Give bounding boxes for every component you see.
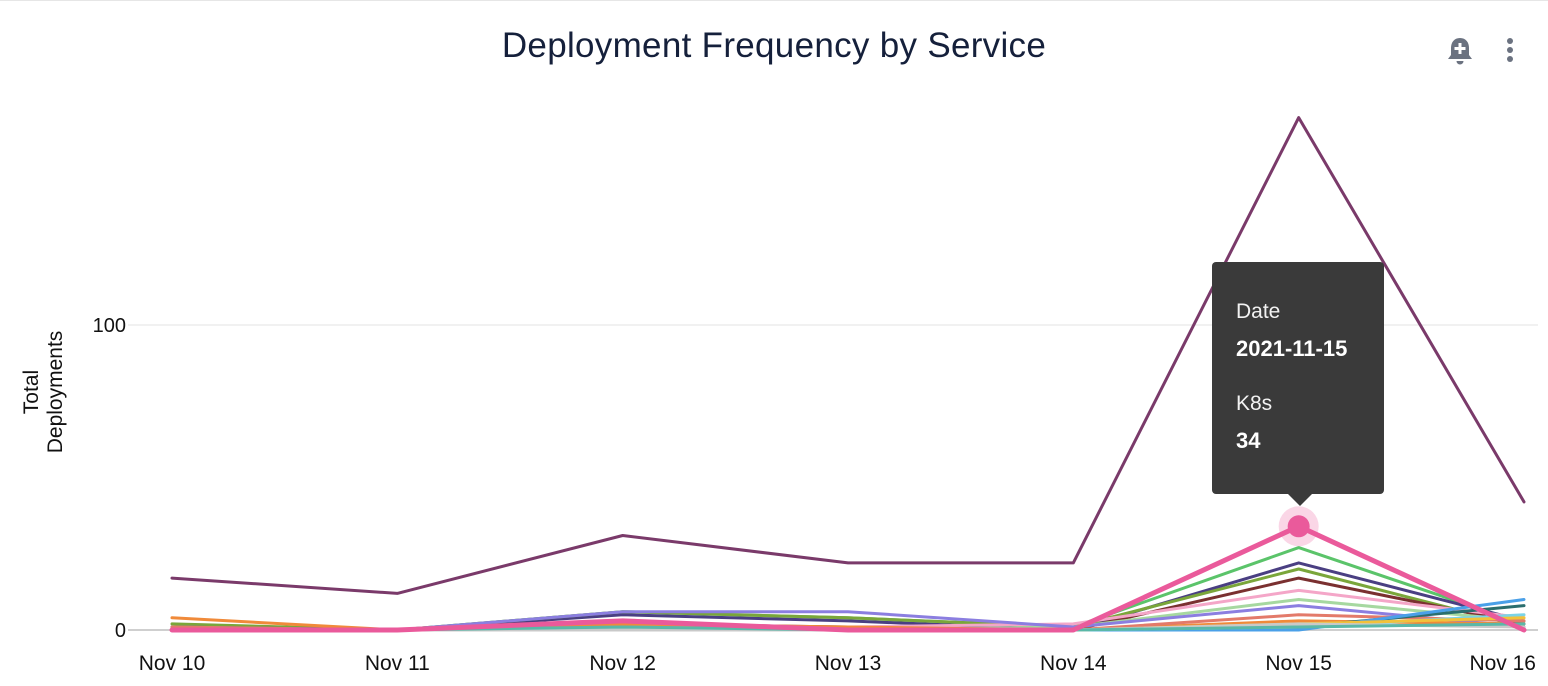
tooltip-arrow	[1288, 494, 1312, 506]
y-tick-layer: 0 100	[93, 315, 126, 642]
x-tick-label: Nov 11	[365, 652, 430, 675]
add-alert-button[interactable]	[1444, 34, 1476, 68]
bell-plus-icon	[1448, 38, 1472, 65]
data-tooltip: Date 2021-11-15 K8s 34	[1212, 262, 1384, 506]
more-options-button[interactable]	[1498, 36, 1522, 66]
y-tick-label: 0	[115, 620, 126, 642]
x-tick-label: Nov 14	[1040, 652, 1107, 675]
chart-title: Deployment Frequency by Service	[501, 26, 1047, 65]
x-tick-label: Nov 12	[589, 652, 656, 675]
marker-layer	[1278, 506, 1319, 547]
tooltip-date-value: 2021-11-15	[1236, 336, 1348, 361]
x-tick-label: Nov 16	[1469, 652, 1536, 675]
x-tick-layer: Nov 10 Nov 11 Nov 12 Nov 13 Nov 14 Nov 15 Nov …	[139, 652, 1536, 675]
tooltip-series-value: 34	[1236, 428, 1261, 453]
tooltip-series-label: K8s	[1236, 392, 1273, 415]
series-line-0[interactable]	[170, 116, 1526, 595]
tooltip-date-label: Date	[1236, 300, 1281, 323]
y-tick-label: 100	[93, 315, 126, 337]
x-tick-label: Nov 10	[139, 652, 206, 675]
highlight-point[interactable]	[1287, 515, 1310, 538]
x-tick-label: Nov 15	[1265, 652, 1332, 675]
top-border	[0, 0, 1548, 1]
more-vertical-icon	[1507, 38, 1513, 62]
x-tick-label: Nov 13	[815, 652, 882, 675]
